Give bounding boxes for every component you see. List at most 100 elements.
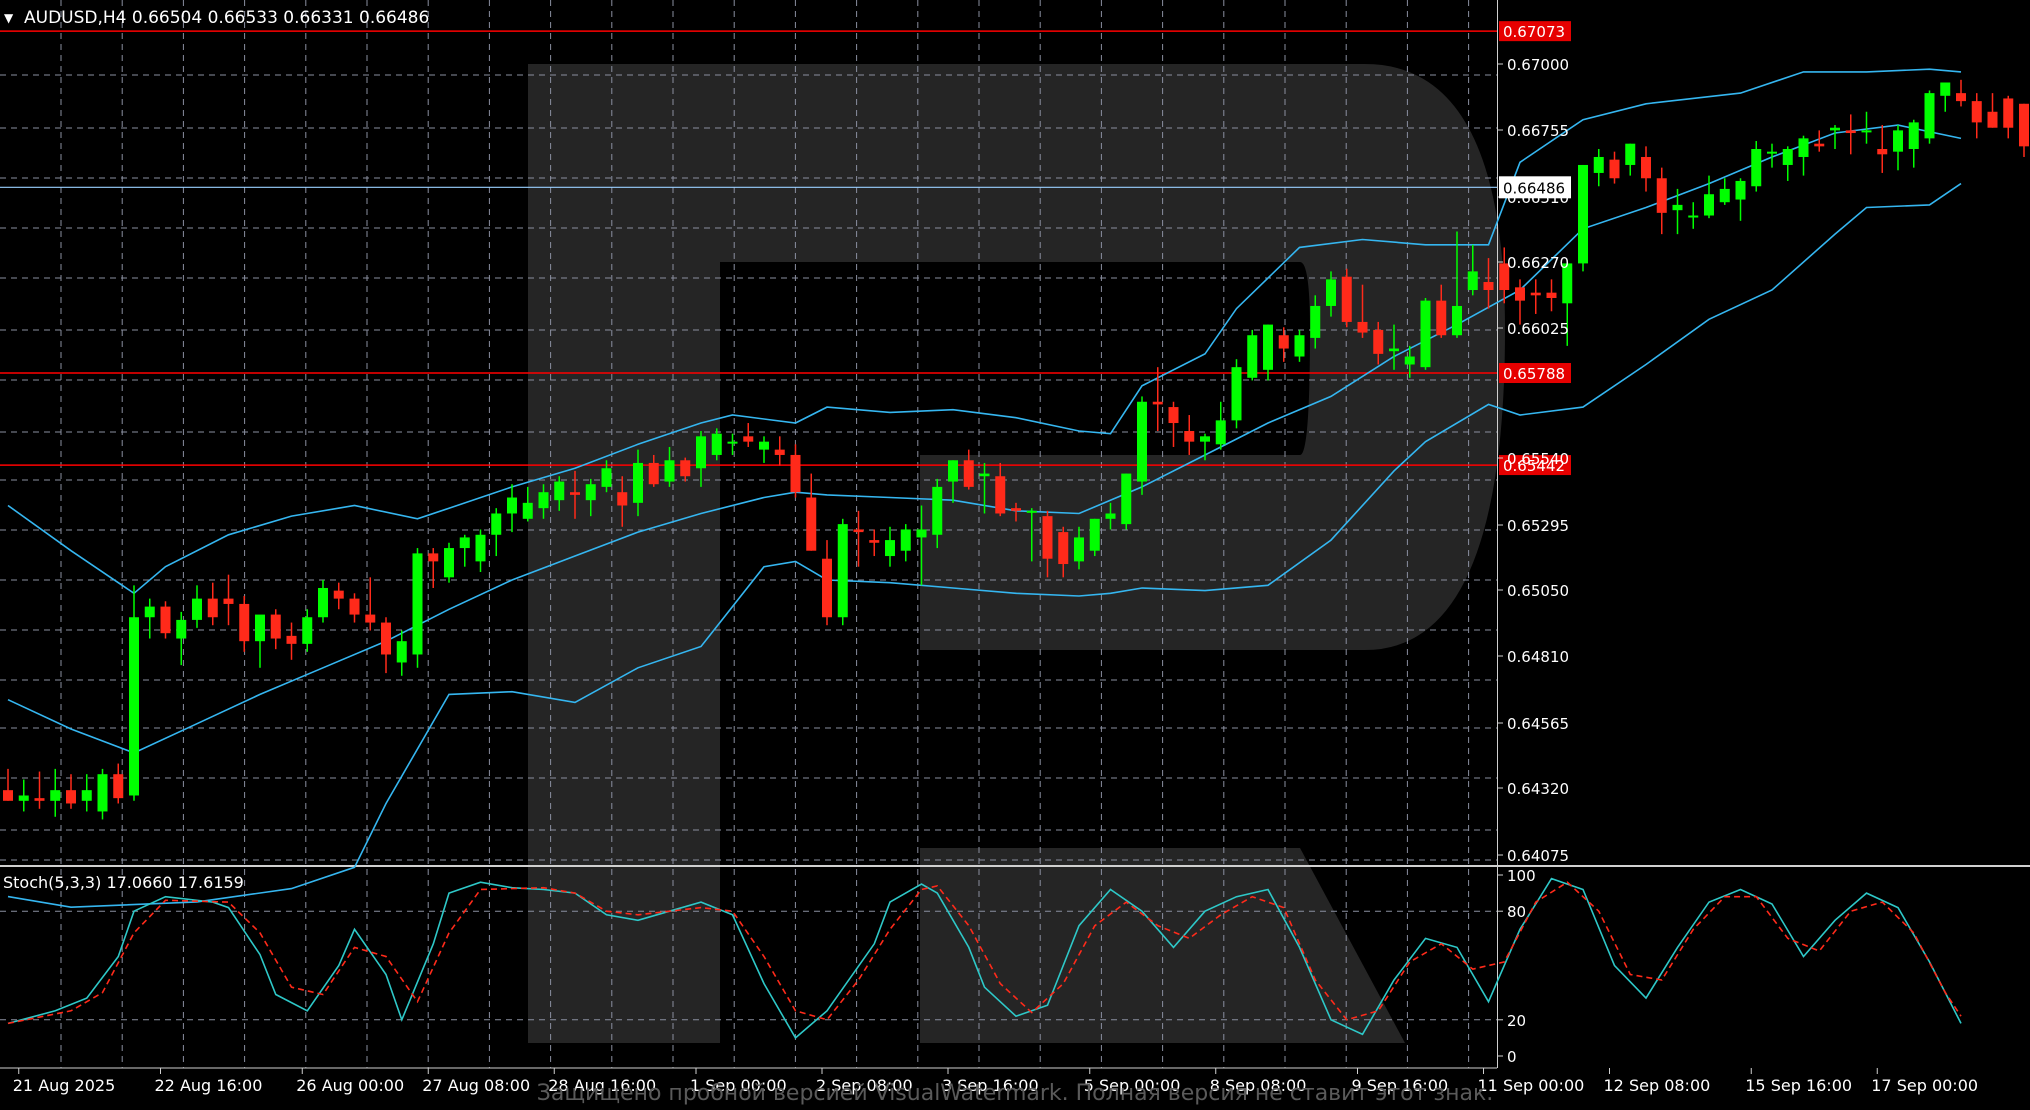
candle[interactable] — [1767, 143, 1777, 168]
candle[interactable] — [475, 529, 486, 573]
candle[interactable] — [995, 462, 1006, 517]
candle[interactable] — [1011, 502, 1021, 522]
candle[interactable] — [617, 476, 628, 527]
candle[interactable] — [302, 609, 313, 652]
candle[interactable] — [648, 454, 659, 487]
candle[interactable] — [1499, 247, 1510, 304]
candle[interactable] — [1987, 93, 1998, 128]
candle[interactable] — [239, 595, 250, 652]
candle[interactable] — [412, 548, 423, 668]
candle[interactable] — [318, 579, 328, 623]
candle[interactable] — [2019, 103, 2029, 157]
candle[interactable] — [1609, 151, 1620, 184]
candle[interactable] — [286, 622, 297, 660]
candle[interactable] — [1310, 295, 1321, 349]
candle[interactable] — [806, 473, 817, 551]
candle[interactable] — [1672, 188, 1683, 235]
candle[interactable] — [444, 542, 454, 583]
candle[interactable] — [1688, 202, 1699, 229]
candle[interactable] — [1215, 401, 1226, 450]
candle[interactable] — [1782, 146, 1793, 181]
candle[interactable] — [554, 476, 565, 511]
candle[interactable] — [1294, 329, 1305, 362]
candle[interactable] — [711, 428, 722, 461]
candle[interactable] — [507, 484, 517, 533]
candle[interactable] — [1593, 149, 1604, 187]
candle[interactable] — [1105, 502, 1116, 530]
candle[interactable] — [113, 763, 124, 804]
candle[interactable] — [1830, 125, 1840, 150]
candle[interactable] — [1452, 231, 1462, 338]
candle[interactable] — [979, 462, 990, 514]
candle[interactable] — [1924, 90, 1935, 144]
candle[interactable] — [1704, 175, 1714, 219]
candle[interactable] — [963, 449, 974, 490]
candle[interactable] — [349, 593, 360, 623]
candle[interactable] — [97, 768, 108, 820]
candle[interactable] — [1515, 279, 1525, 325]
candle[interactable] — [18, 779, 29, 812]
candle[interactable] — [1074, 526, 1084, 570]
candle[interactable] — [585, 478, 596, 517]
candle[interactable] — [885, 526, 895, 567]
candle[interactable] — [1562, 263, 1573, 346]
candle[interactable] — [1137, 396, 1147, 495]
candle[interactable] — [837, 518, 848, 626]
candle[interactable] — [822, 540, 832, 626]
candle[interactable] — [1735, 178, 1746, 221]
candle[interactable] — [664, 446, 675, 487]
candle[interactable] — [1026, 508, 1037, 562]
candle[interactable] — [948, 460, 958, 503]
candle[interactable] — [1641, 146, 1651, 192]
candle[interactable] — [459, 534, 470, 567]
candle[interactable] — [1546, 279, 1557, 312]
candle[interactable] — [223, 574, 234, 626]
candle[interactable] — [396, 630, 407, 676]
candle[interactable] — [428, 548, 439, 588]
candle[interactable] — [932, 478, 943, 549]
candle[interactable] — [1121, 473, 1132, 530]
candle[interactable] — [916, 505, 927, 586]
candle[interactable] — [129, 585, 139, 801]
candle[interactable] — [1861, 111, 1872, 144]
candle[interactable] — [1247, 329, 1258, 381]
candle[interactable] — [1089, 518, 1100, 557]
candle[interactable] — [1956, 79, 1966, 107]
candle[interactable] — [790, 444, 801, 498]
candle[interactable] — [1845, 114, 1856, 155]
candle[interactable] — [601, 460, 612, 493]
candle[interactable] — [1814, 130, 1825, 152]
candle[interactable] — [270, 609, 281, 650]
candle[interactable] — [333, 582, 344, 610]
candle[interactable] — [696, 431, 706, 487]
candle[interactable] — [192, 585, 202, 628]
candle[interactable] — [1200, 433, 1210, 461]
candle[interactable] — [538, 484, 549, 519]
chart-menu-icon[interactable]: ▼ — [4, 11, 14, 25]
candle[interactable] — [1530, 279, 1541, 314]
candle[interactable] — [1326, 271, 1336, 317]
candle[interactable] — [1042, 510, 1053, 578]
candle[interactable] — [1231, 359, 1242, 429]
candle[interactable] — [365, 577, 376, 631]
candle[interactable] — [1467, 244, 1478, 296]
candle[interactable] — [1058, 526, 1069, 578]
candle[interactable] — [1436, 284, 1447, 338]
candle[interactable] — [1625, 143, 1636, 176]
candle[interactable] — [160, 601, 171, 639]
candle[interactable] — [633, 449, 643, 517]
candle[interactable] — [1389, 324, 1399, 370]
candle[interactable] — [81, 774, 92, 812]
candle[interactable] — [144, 598, 155, 639]
candle[interactable] — [680, 457, 691, 482]
candle[interactable] — [759, 436, 769, 463]
candle[interactable] — [255, 614, 265, 668]
candle[interactable] — [570, 470, 580, 519]
candle[interactable] — [2003, 95, 2014, 139]
candle[interactable] — [381, 617, 391, 674]
candle[interactable] — [1893, 125, 1903, 171]
candle[interactable] — [1751, 141, 1762, 192]
candle[interactable] — [1719, 178, 1730, 205]
candle[interactable] — [3, 768, 13, 801]
candle[interactable] — [34, 771, 45, 809]
